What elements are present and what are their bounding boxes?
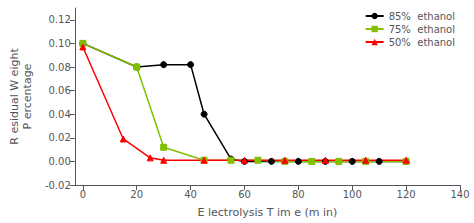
svg-text:0.08: 0.08 xyxy=(49,62,71,73)
svg-text:40: 40 xyxy=(184,189,197,200)
svg-text:0: 0 xyxy=(80,189,86,200)
svg-text:P ercentage: P ercentage xyxy=(21,63,34,129)
svg-text:85% ethanol: 85% ethanol xyxy=(389,11,455,22)
svg-text:100: 100 xyxy=(343,189,362,200)
svg-text:R esidual W eight: R esidual W eight xyxy=(8,48,21,145)
svg-text:-0.02: -0.02 xyxy=(45,180,71,191)
svg-text:0.00: 0.00 xyxy=(49,156,71,167)
svg-text:E lectrolysis T im e (m in): E lectrolysis T im e (m in) xyxy=(197,206,337,219)
svg-text:50% ethanol: 50% ethanol xyxy=(389,37,455,48)
svg-text:0.12: 0.12 xyxy=(49,14,71,25)
svg-text:0.02: 0.02 xyxy=(49,132,71,143)
svg-text:0.06: 0.06 xyxy=(49,85,71,96)
svg-text:140: 140 xyxy=(450,189,469,200)
svg-text:120: 120 xyxy=(397,189,416,200)
svg-text:0.10: 0.10 xyxy=(49,38,71,49)
svg-text:20: 20 xyxy=(130,189,143,200)
svg-text:75% ethanol: 75% ethanol xyxy=(389,24,455,35)
svg-text:60: 60 xyxy=(238,189,251,200)
svg-text:0.04: 0.04 xyxy=(49,109,71,120)
svg-text:80: 80 xyxy=(292,189,305,200)
